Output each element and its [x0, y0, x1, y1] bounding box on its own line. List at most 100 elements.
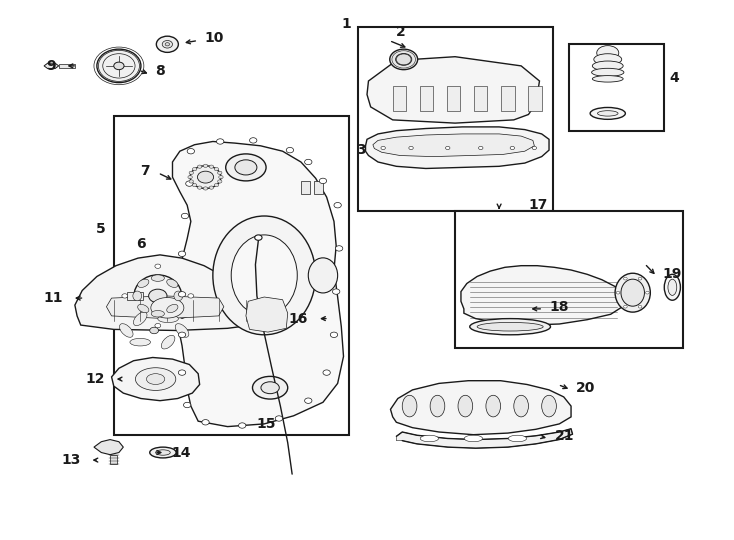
Ellipse shape — [592, 61, 623, 71]
Ellipse shape — [532, 146, 537, 150]
Ellipse shape — [178, 292, 186, 297]
Ellipse shape — [638, 305, 642, 308]
Ellipse shape — [275, 416, 283, 421]
Ellipse shape — [203, 164, 208, 167]
Bar — [501, 86, 515, 111]
Ellipse shape — [150, 327, 159, 334]
Ellipse shape — [479, 146, 483, 150]
Ellipse shape — [470, 319, 550, 335]
Ellipse shape — [197, 186, 202, 189]
Ellipse shape — [178, 251, 186, 256]
Text: 18: 18 — [549, 300, 569, 314]
Bar — [528, 86, 542, 111]
Ellipse shape — [122, 294, 128, 298]
Ellipse shape — [97, 49, 141, 83]
Text: 6: 6 — [137, 237, 146, 251]
Ellipse shape — [192, 167, 197, 171]
Polygon shape — [112, 357, 200, 401]
Text: 1: 1 — [341, 17, 351, 31]
Ellipse shape — [668, 279, 677, 295]
Ellipse shape — [213, 216, 316, 335]
Ellipse shape — [158, 315, 178, 322]
Ellipse shape — [214, 184, 219, 187]
Ellipse shape — [514, 395, 528, 417]
Ellipse shape — [615, 273, 650, 312]
Ellipse shape — [446, 146, 450, 150]
Ellipse shape — [162, 40, 172, 48]
Ellipse shape — [308, 258, 338, 293]
Ellipse shape — [333, 289, 340, 294]
Ellipse shape — [217, 180, 222, 183]
Bar — [127, 292, 143, 300]
Ellipse shape — [155, 264, 161, 268]
Polygon shape — [94, 440, 123, 455]
Ellipse shape — [226, 154, 266, 181]
Ellipse shape — [134, 312, 147, 326]
Ellipse shape — [156, 450, 170, 455]
Ellipse shape — [189, 171, 194, 174]
Ellipse shape — [133, 291, 142, 301]
Ellipse shape — [510, 146, 515, 150]
Ellipse shape — [175, 323, 189, 338]
Text: 9: 9 — [46, 59, 56, 73]
Polygon shape — [175, 302, 191, 319]
Ellipse shape — [156, 36, 178, 52]
Text: 8: 8 — [156, 64, 165, 78]
Ellipse shape — [231, 235, 297, 316]
Ellipse shape — [486, 395, 501, 417]
Ellipse shape — [255, 235, 262, 240]
Ellipse shape — [151, 298, 184, 318]
Text: 17: 17 — [528, 198, 548, 212]
Polygon shape — [44, 63, 59, 69]
Ellipse shape — [138, 279, 149, 287]
Text: 21: 21 — [555, 429, 575, 443]
Ellipse shape — [592, 68, 624, 76]
Ellipse shape — [217, 139, 224, 144]
Polygon shape — [366, 127, 549, 168]
Polygon shape — [106, 296, 224, 319]
Ellipse shape — [192, 184, 197, 187]
Polygon shape — [367, 57, 539, 123]
Bar — [569, 44, 664, 131]
Ellipse shape — [239, 423, 246, 428]
Ellipse shape — [209, 186, 214, 189]
Text: 15: 15 — [256, 417, 276, 431]
Text: 4: 4 — [669, 71, 679, 85]
Ellipse shape — [323, 370, 330, 375]
Ellipse shape — [305, 159, 312, 165]
Ellipse shape — [261, 382, 280, 394]
Ellipse shape — [188, 176, 192, 179]
Ellipse shape — [181, 213, 189, 219]
Ellipse shape — [138, 305, 149, 313]
Bar — [301, 181, 310, 194]
Text: 14: 14 — [171, 446, 191, 460]
Ellipse shape — [597, 45, 619, 60]
Ellipse shape — [381, 146, 385, 150]
Polygon shape — [373, 134, 534, 157]
Ellipse shape — [178, 332, 186, 338]
Bar — [393, 86, 406, 111]
Bar — [110, 455, 117, 464]
Ellipse shape — [402, 395, 417, 417]
Ellipse shape — [167, 279, 178, 287]
Ellipse shape — [148, 289, 167, 302]
Bar — [114, 116, 349, 435]
Ellipse shape — [420, 435, 439, 442]
Bar — [455, 211, 683, 348]
Text: 20: 20 — [576, 381, 595, 395]
Ellipse shape — [464, 435, 483, 442]
Ellipse shape — [189, 180, 194, 183]
Ellipse shape — [167, 305, 178, 313]
Ellipse shape — [165, 43, 170, 46]
Ellipse shape — [645, 292, 650, 294]
Ellipse shape — [616, 292, 619, 294]
Ellipse shape — [174, 291, 183, 301]
Ellipse shape — [151, 275, 164, 281]
Ellipse shape — [235, 160, 257, 175]
Text: 7: 7 — [140, 164, 150, 178]
Ellipse shape — [508, 435, 526, 442]
Ellipse shape — [305, 398, 312, 403]
Ellipse shape — [592, 76, 623, 82]
Ellipse shape — [664, 274, 680, 300]
Ellipse shape — [219, 176, 223, 179]
